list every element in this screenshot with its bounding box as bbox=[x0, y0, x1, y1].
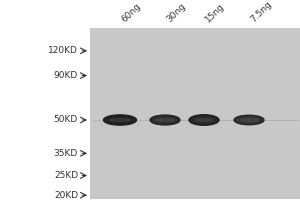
Text: 15ng: 15ng bbox=[204, 2, 226, 24]
Ellipse shape bbox=[150, 115, 180, 125]
Text: 20KD: 20KD bbox=[54, 191, 78, 200]
Text: 60ng: 60ng bbox=[120, 2, 142, 24]
Ellipse shape bbox=[189, 115, 219, 125]
Ellipse shape bbox=[239, 119, 259, 121]
Ellipse shape bbox=[234, 115, 264, 125]
Text: 35KD: 35KD bbox=[54, 149, 78, 158]
Ellipse shape bbox=[194, 119, 214, 121]
Text: 7.5ng: 7.5ng bbox=[249, 0, 274, 24]
Text: 30ng: 30ng bbox=[165, 2, 188, 24]
FancyBboxPatch shape bbox=[90, 28, 300, 199]
Text: 50KD: 50KD bbox=[54, 115, 78, 124]
Ellipse shape bbox=[155, 119, 175, 121]
Text: 25KD: 25KD bbox=[54, 171, 78, 180]
Ellipse shape bbox=[103, 115, 136, 125]
Text: 90KD: 90KD bbox=[54, 71, 78, 80]
Ellipse shape bbox=[109, 119, 131, 121]
Text: 120KD: 120KD bbox=[48, 46, 78, 55]
